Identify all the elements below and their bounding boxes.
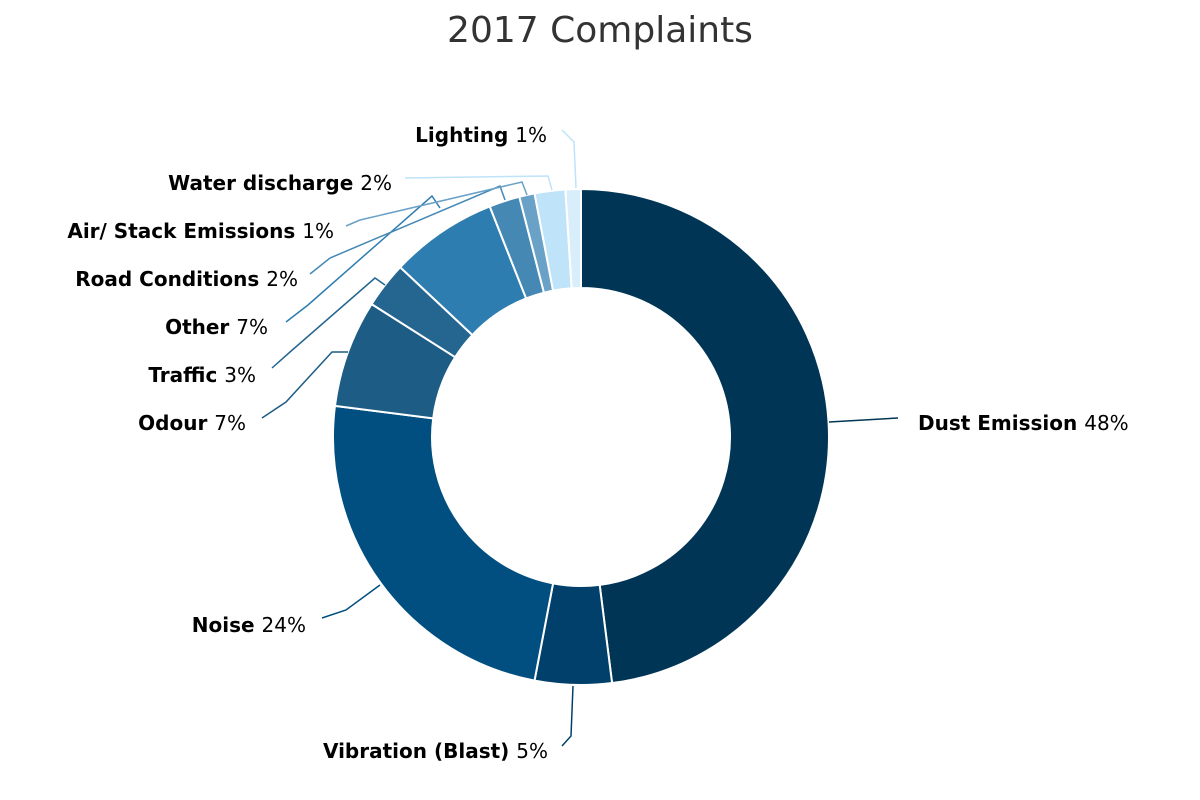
leader-line: [321, 584, 381, 619]
data-label-name: Air/ Stack Emissions: [67, 219, 302, 243]
data-label: Lighting 1%: [415, 123, 547, 147]
data-label: Other 7%: [165, 315, 268, 339]
data-label: Traffic 3%: [148, 363, 256, 387]
data-label: Dust Emission 48%: [918, 411, 1129, 435]
leader-line: [828, 417, 899, 423]
data-label: Vibration (Blast) 5%: [323, 739, 548, 763]
data-label-name: Noise: [192, 613, 262, 637]
data-label-value: 24%: [262, 613, 306, 637]
slice-lighting[interactable]: [564, 187, 582, 290]
leader-line: [404, 175, 553, 191]
data-label-name: Other: [165, 315, 236, 339]
chart-title: 2017 Complaints: [447, 10, 753, 51]
data-label-value: 7%: [214, 411, 246, 435]
data-label: Odour 7%: [138, 411, 246, 435]
leader-line: [561, 685, 574, 747]
data-label: Road Conditions 2%: [75, 267, 298, 291]
data-label-value: 2%: [266, 267, 298, 291]
data-label: Noise 24%: [192, 613, 306, 637]
data-label-value: 7%: [236, 315, 268, 339]
slice-noise[interactable]: [332, 404, 555, 682]
data-label-name: Odour: [138, 411, 214, 435]
data-label-name: Dust Emission: [918, 411, 1084, 435]
leader-line: [261, 351, 348, 419]
data-label-value: 2%: [360, 171, 392, 195]
leader-line: [271, 277, 386, 369]
data-label-value: 1%: [302, 219, 334, 243]
data-label-name: Water discharge: [168, 171, 360, 195]
data-label-value: 5%: [516, 739, 548, 763]
data-label-name: Lighting: [415, 123, 515, 147]
leader-line: [309, 184, 506, 275]
data-label: Air/ Stack Emissions 1%: [67, 219, 334, 243]
data-label-value: 48%: [1084, 411, 1128, 435]
data-label-name: Road Conditions: [75, 267, 266, 291]
leader-line: [561, 129, 577, 189]
data-label: Water discharge 2%: [168, 171, 392, 195]
data-label-value: 1%: [515, 123, 547, 147]
leader-line: [345, 181, 528, 227]
data-label-name: Vibration (Blast): [323, 739, 516, 763]
slice-dust-emission[interactable]: [580, 187, 830, 685]
data-label-value: 3%: [224, 363, 256, 387]
data-label-name: Traffic: [148, 363, 224, 387]
